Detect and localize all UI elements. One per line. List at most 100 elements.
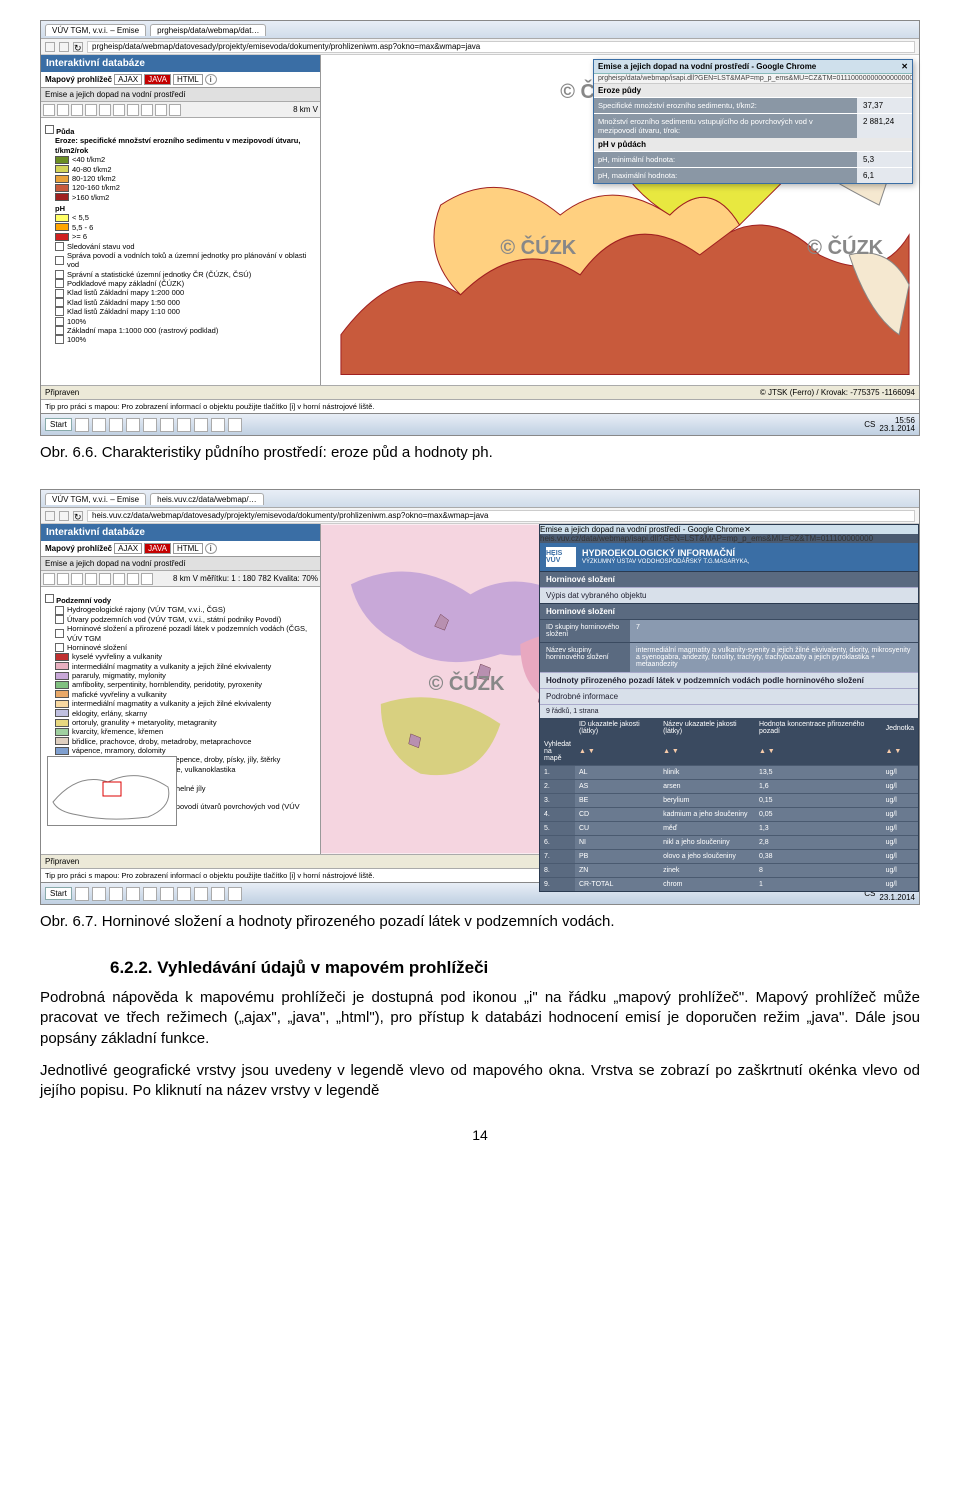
- taskbar-icon[interactable]: [160, 887, 174, 901]
- legend-line[interactable]: Horninové složení a přirozené pozadí lát…: [55, 624, 316, 643]
- taskbar-icon[interactable]: [75, 887, 89, 901]
- legend-item[interactable]: eklogity, erlány, skarny: [55, 709, 316, 718]
- reload-icon[interactable]: ↻: [73, 42, 83, 52]
- taskbar-icon[interactable]: [211, 418, 225, 432]
- legend-item[interactable]: pararuly, migmatity, mylonity: [55, 671, 316, 680]
- taskbar-icon[interactable]: [228, 418, 242, 432]
- info-icon[interactable]: i: [205, 74, 217, 85]
- browser-tab[interactable]: VÚV TGM, v.v.i. – Emise: [45, 24, 146, 36]
- legend-item[interactable]: mafické vyvřeliny a vulkanity: [55, 690, 316, 699]
- tool-btn[interactable]: [43, 573, 55, 585]
- tool-btn[interactable]: [99, 104, 111, 116]
- legend-line[interactable]: Základní mapa 1:1000 000 (rastrový podkl…: [55, 326, 316, 335]
- legend-line[interactable]: 100%: [55, 335, 316, 344]
- url-input[interactable]: prgheisp/data/webmap/datovesady/projekty…: [87, 41, 915, 53]
- legend-item[interactable]: kyselé vyvřeliny a vulkanity: [55, 652, 316, 661]
- nav-back-icon[interactable]: [45, 42, 55, 52]
- legend-item[interactable]: ortoruly, granulity + metaryolity, metag…: [55, 718, 316, 727]
- legend-item[interactable]: 80-120 t/km2: [55, 174, 316, 183]
- tool-btn[interactable]: [141, 573, 153, 585]
- tool-btn[interactable]: [113, 573, 125, 585]
- legend-line[interactable]: Správa povodí a vodních toků a územní je…: [55, 251, 316, 270]
- taskbar-icon[interactable]: [92, 418, 106, 432]
- legend[interactable]: Půda Eroze: specifické množství erozního…: [41, 118, 320, 385]
- taskbar-icon[interactable]: [194, 887, 208, 901]
- legend-item[interactable]: <40 t/km2: [55, 155, 316, 164]
- legend-line[interactable]: Útvary podzemních vod (VÚV TGM, v.v.i., …: [55, 615, 316, 624]
- taskbar-icon[interactable]: [92, 887, 106, 901]
- taskbar-icon[interactable]: [177, 418, 191, 432]
- legend-item[interactable]: >= 6: [55, 232, 316, 241]
- legend-line[interactable]: Sledování stavu vod: [55, 242, 316, 251]
- browser-tab[interactable]: prgheisp/data/webmap/dat…: [150, 24, 266, 36]
- tool-btn[interactable]: [57, 573, 69, 585]
- taskbar-icon[interactable]: [143, 887, 157, 901]
- url-input[interactable]: heis.vuv.cz/data/webmap/datovesady/proje…: [87, 510, 915, 522]
- tool-btn[interactable]: [43, 104, 55, 116]
- taskbar-icon[interactable]: [109, 887, 123, 901]
- nav-back-icon[interactable]: [45, 511, 55, 521]
- tool-btn[interactable]: [141, 104, 153, 116]
- legend-item[interactable]: 40-80 t/km2: [55, 165, 316, 174]
- tool-btn[interactable]: [71, 104, 83, 116]
- legend-item[interactable]: < 5,5: [55, 213, 316, 222]
- sort-icon[interactable]: ▲ ▼: [659, 738, 755, 766]
- tab-ajax[interactable]: AJAX: [114, 74, 142, 85]
- tool-btn[interactable]: [85, 104, 97, 116]
- tool-btn[interactable]: [127, 573, 139, 585]
- tab-ajax[interactable]: AJAX: [114, 543, 142, 554]
- legend-item[interactable]: amfibolity, serpentinity, hornblendity, …: [55, 680, 316, 689]
- tool-btn[interactable]: [99, 573, 111, 585]
- legend-line[interactable]: Hydrogeologické rajony (VÚV TGM, v.v.i.,…: [55, 605, 316, 614]
- tool-btn[interactable]: [57, 104, 69, 116]
- taskbar-icon[interactable]: [75, 418, 89, 432]
- close-icon[interactable]: ✕: [744, 525, 751, 534]
- map-canvas[interactable]: © ČÚZK © ČÚZK © ČÚZK Emise a jejich dopa…: [321, 55, 919, 385]
- tool-btn[interactable]: [113, 104, 125, 116]
- legend-line[interactable]: Podkladové mapy základní (ČÚZK): [55, 279, 316, 288]
- map-canvas[interactable]: © ČÚZK Emise a jejich dopad na vodní pro…: [321, 524, 919, 854]
- legend-line[interactable]: Klad listů Základní mapy 1:50 000: [55, 298, 316, 307]
- legend-item[interactable]: břidlice, prachovce, droby, metadroby, m…: [55, 737, 316, 746]
- taskbar-icon[interactable]: [194, 418, 208, 432]
- legend-line[interactable]: 100%: [55, 317, 316, 326]
- tool-btn[interactable]: [155, 104, 167, 116]
- taskbar-icon[interactable]: [143, 418, 157, 432]
- legend-item[interactable]: vápence, mramory, dolomity: [55, 746, 316, 755]
- taskbar-icon[interactable]: [126, 418, 140, 432]
- tool-btn[interactable]: [71, 573, 83, 585]
- info-icon[interactable]: i: [205, 543, 217, 554]
- tool-btn[interactable]: [85, 573, 97, 585]
- start-button[interactable]: Start: [45, 418, 72, 431]
- legend-item[interactable]: intermediální magmatity a vulkanity a je…: [55, 662, 316, 671]
- taskbar-icon[interactable]: [126, 887, 140, 901]
- nav-fwd-icon[interactable]: [59, 511, 69, 521]
- nav-fwd-icon[interactable]: [59, 42, 69, 52]
- sort-icon[interactable]: ▲ ▼: [575, 738, 659, 766]
- close-icon[interactable]: ✕: [901, 62, 908, 71]
- sort-icon[interactable]: ▲ ▼: [755, 738, 882, 766]
- taskbar-icon[interactable]: [228, 887, 242, 901]
- legend-line[interactable]: Klad listů Základní mapy 1:200 000: [55, 288, 316, 297]
- tool-btn[interactable]: [169, 104, 181, 116]
- legend-line[interactable]: Klad listů Základní mapy 1:10 000: [55, 307, 316, 316]
- taskbar-icon[interactable]: [160, 418, 174, 432]
- taskbar-icon[interactable]: [211, 887, 225, 901]
- tool-btn[interactable]: [127, 104, 139, 116]
- start-button[interactable]: Start: [45, 887, 72, 900]
- tab-java[interactable]: JAVA: [144, 543, 171, 554]
- legend-line[interactable]: Horninové složení: [55, 643, 316, 652]
- legend-item[interactable]: intermediální magmatity a vulkanity a je…: [55, 699, 316, 708]
- legend-line[interactable]: Správní a statistické územní jednotky ČR…: [55, 270, 316, 279]
- legend-item[interactable]: kvarcity, křemence, křemen: [55, 727, 316, 736]
- tab-java[interactable]: JAVA: [144, 74, 171, 85]
- sort-icon[interactable]: ▲ ▼: [882, 738, 918, 766]
- legend-item[interactable]: 5,5 - 6: [55, 223, 316, 232]
- tab-html[interactable]: HTML: [173, 543, 203, 554]
- taskbar-icon[interactable]: [109, 418, 123, 432]
- browser-tab[interactable]: heis.vuv.cz/data/webmap/…: [150, 493, 263, 505]
- minimap[interactable]: [47, 756, 177, 826]
- legend-item[interactable]: >160 t/km2: [55, 193, 316, 202]
- reload-icon[interactable]: ↻: [73, 511, 83, 521]
- browser-tab[interactable]: VÚV TGM, v.v.i. – Emise: [45, 493, 146, 505]
